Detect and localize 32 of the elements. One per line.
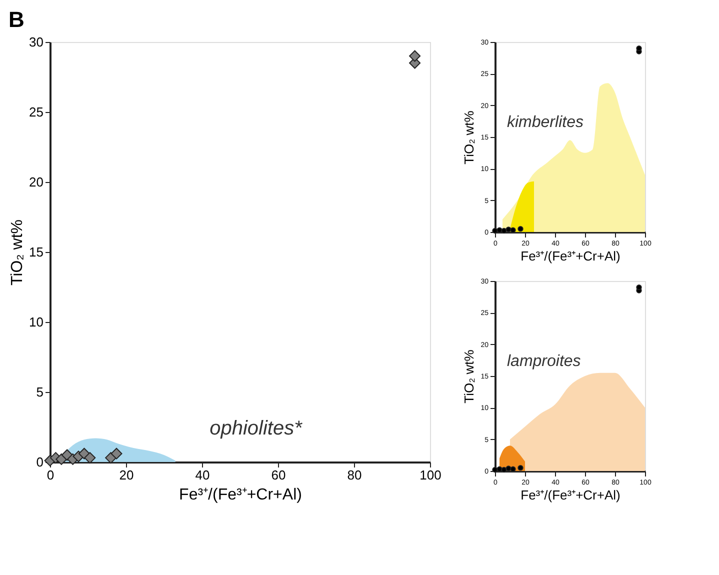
point xyxy=(636,45,642,52)
point xyxy=(501,228,507,234)
annotation: lamproites xyxy=(507,352,581,370)
y-tick-label: 5 xyxy=(36,384,44,400)
y-axis-title: TiO₂ wt% xyxy=(9,219,26,286)
x-tick-label: 0 xyxy=(46,468,54,482)
point xyxy=(409,50,421,62)
point xyxy=(518,464,524,471)
x-axis-title: Fe³⁺/(Fe³⁺+Cr+Al) xyxy=(179,486,302,504)
x-tick-label: 20 xyxy=(119,468,134,482)
annotation: ophiolites* xyxy=(210,417,304,440)
x-tick-label: 40 xyxy=(195,468,210,482)
chart-title: B xyxy=(8,7,24,32)
x-tick-label: 100 xyxy=(420,468,442,482)
y-tick-label: 30 xyxy=(29,34,44,50)
y-tick-label: 10 xyxy=(29,314,44,330)
y-tick-label: 15 xyxy=(29,244,44,260)
y-tick-label: 20 xyxy=(29,174,44,190)
y-axis-title: TiO₂ wt% xyxy=(462,110,477,164)
y-tick-label: 0 xyxy=(36,454,44,470)
point xyxy=(518,226,524,232)
x-axis-title: Fe³⁺/(Fe³⁺+Cr+Al) xyxy=(520,248,620,264)
x-tick-label: 60 xyxy=(271,468,286,482)
x-tick-label: 80 xyxy=(347,468,362,482)
point xyxy=(501,466,507,473)
y-axis-title: TiO₂ wt% xyxy=(462,349,477,404)
y-tick-label: 25 xyxy=(29,104,44,120)
annotation: kimberlites xyxy=(507,114,584,131)
point xyxy=(84,452,96,464)
point xyxy=(110,448,122,460)
point xyxy=(636,284,642,290)
x-axis-title: Fe³⁺/(Fe³⁺+Cr+Al) xyxy=(520,488,620,502)
